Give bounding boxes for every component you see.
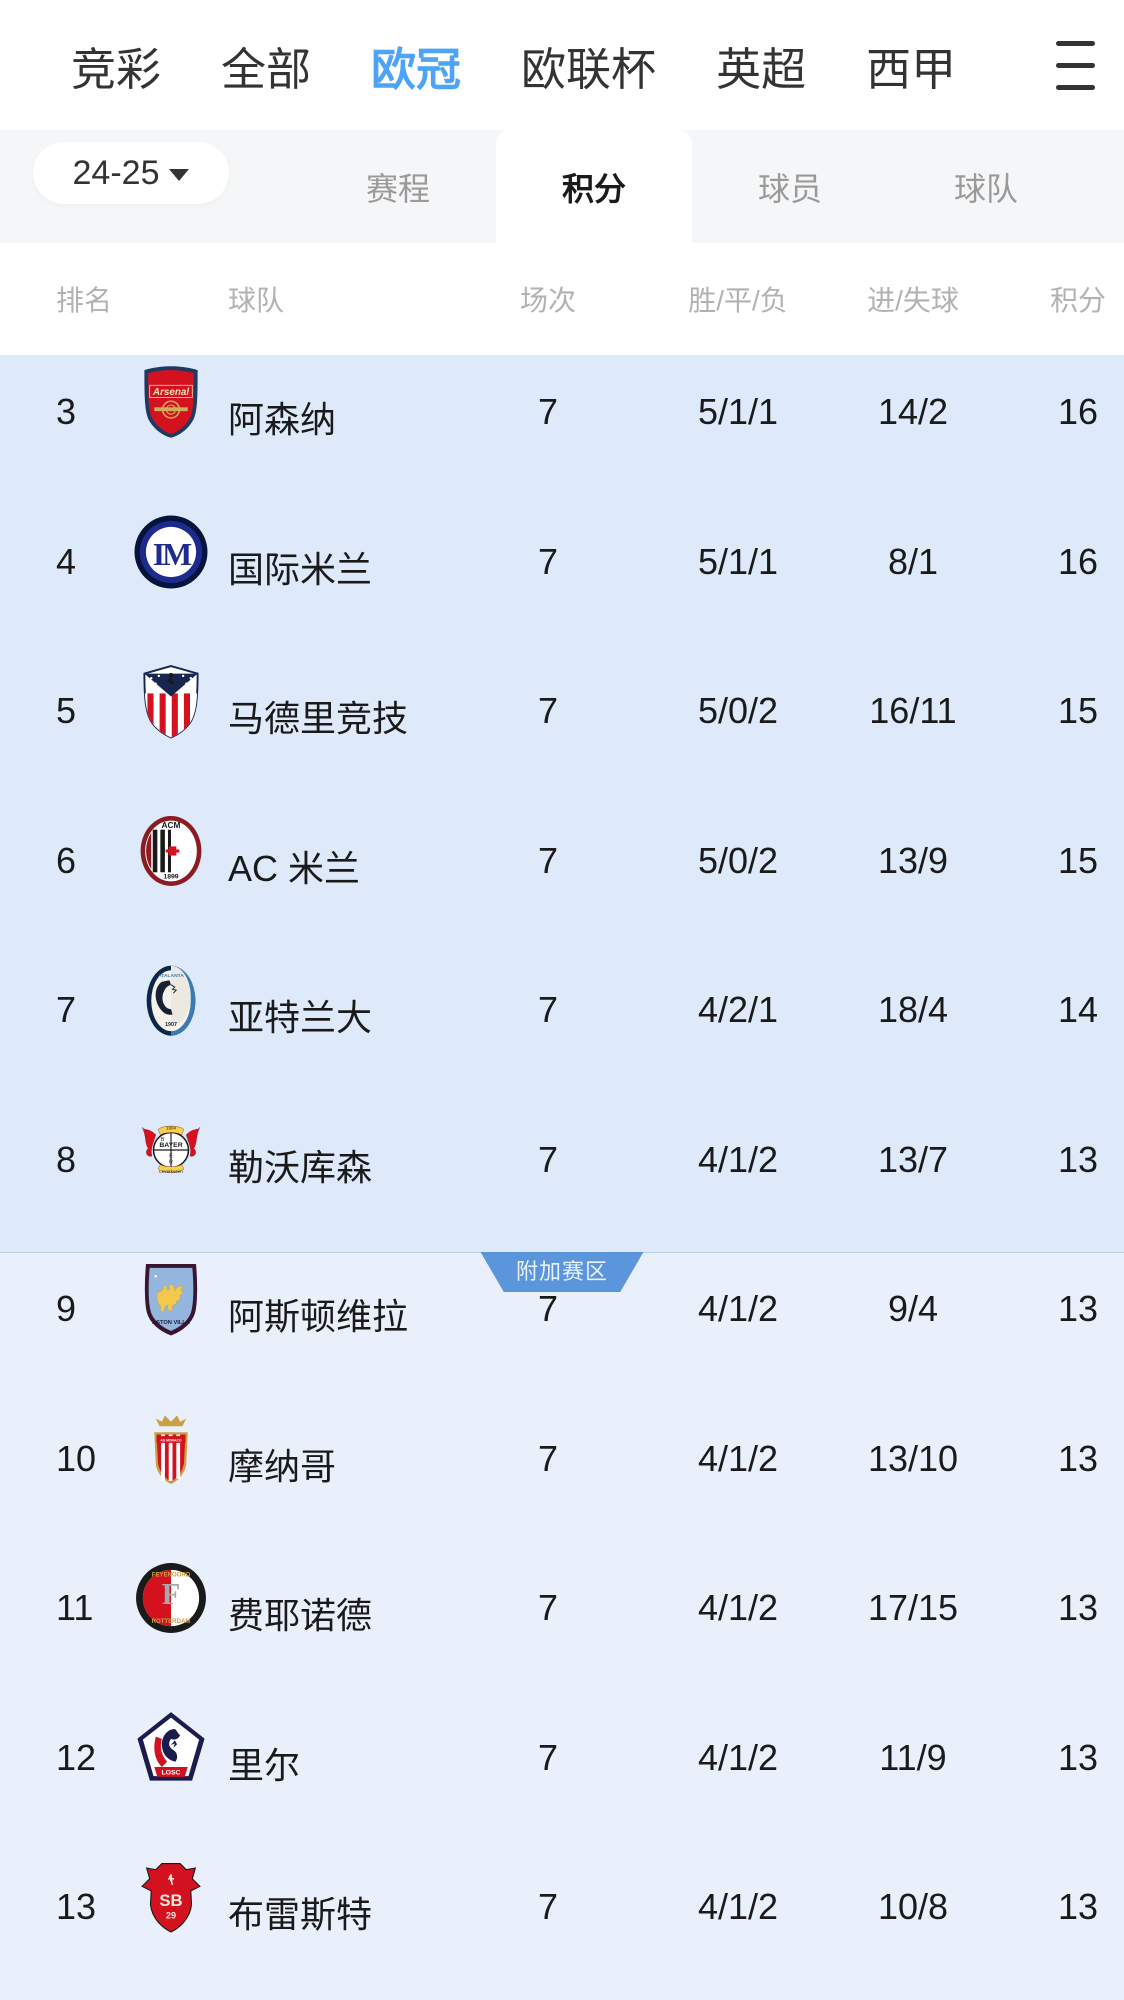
svg-text:ASTON VILLA: ASTON VILLA <box>152 1320 190 1326</box>
svg-text:F: F <box>162 1577 181 1611</box>
svg-text:1899: 1899 <box>163 873 178 880</box>
svg-text:ROTTERDAM: ROTTERDAM <box>152 1618 191 1625</box>
svg-text:1904: 1904 <box>166 1125 177 1130</box>
svg-text:LOSC: LOSC <box>162 1769 181 1776</box>
svg-text:FEYENOORD: FEYENOORD <box>152 1572 191 1579</box>
svg-text:ATALANTA: ATALANTA <box>158 973 184 979</box>
svg-text:AS MONACO: AS MONACO <box>160 1438 182 1442</box>
svg-text:1907: 1907 <box>165 1022 177 1028</box>
svg-text:IM: IM <box>153 536 192 571</box>
svg-text:B: B <box>161 1136 165 1142</box>
svg-text:BAYER: BAYER <box>159 1141 182 1148</box>
svg-text:Leverkusen: Leverkusen <box>159 1168 183 1173</box>
svg-text:E: E <box>169 1153 173 1159</box>
svg-text:29: 29 <box>166 1910 176 1920</box>
svg-text:Arsenal: Arsenal <box>152 387 189 398</box>
svg-text:SB: SB <box>159 1891 182 1910</box>
svg-text:R: R <box>169 1159 173 1165</box>
svg-text:ACM: ACM <box>161 820 180 830</box>
